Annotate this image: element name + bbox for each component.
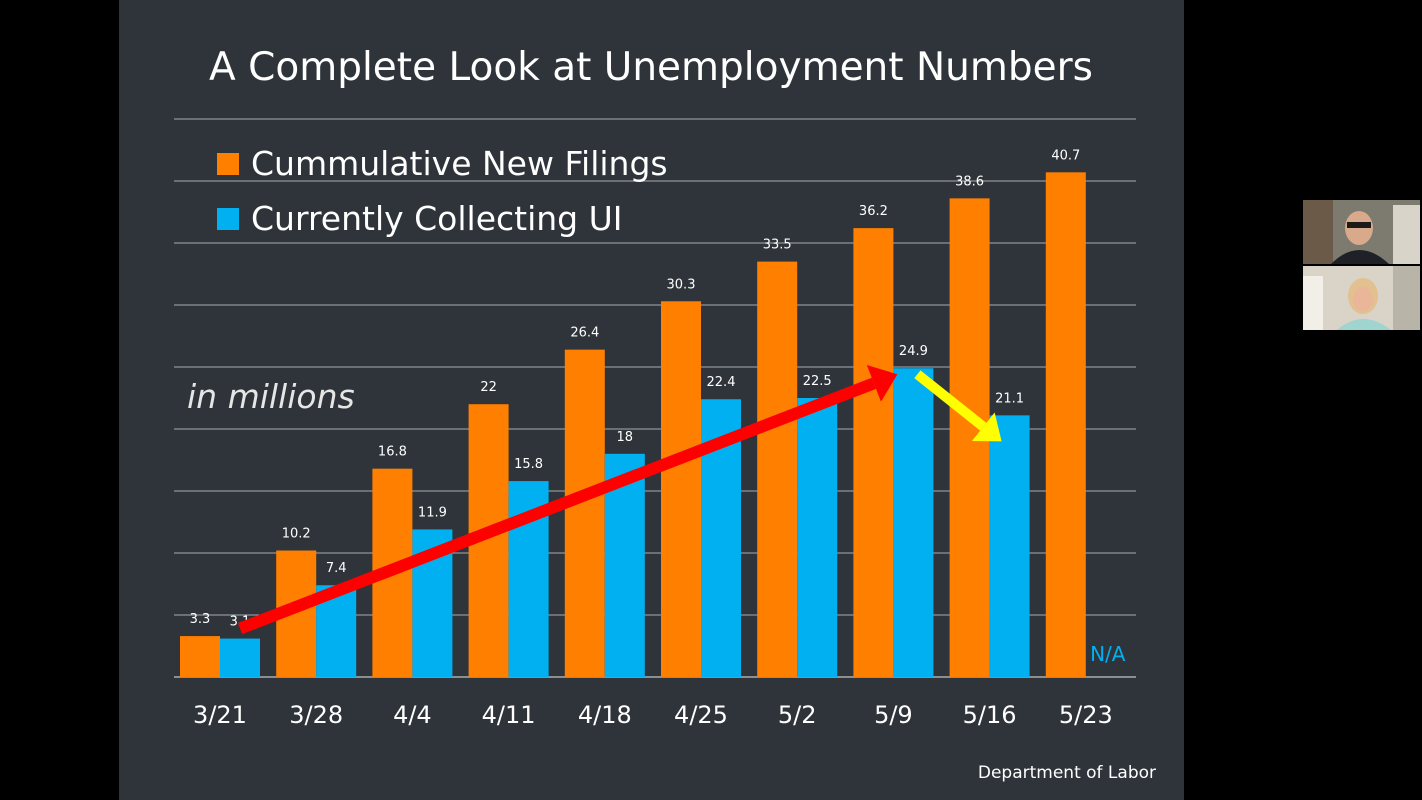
- data-label-collecting-4-4: 11.9: [418, 505, 447, 520]
- x-tick-label: 4/18: [578, 701, 632, 729]
- bar-collecting-3-21: [220, 638, 260, 677]
- data-label-collecting-4-25: 22.4: [707, 375, 736, 390]
- chart-title: A Complete Look at Unemployment Numbers: [209, 45, 1093, 90]
- data-label-filings-3-21: 3.3: [190, 612, 211, 627]
- data-label-filings-4-4: 16.8: [378, 445, 407, 460]
- x-tick-layer: 3/21 3/28 4/4 4/11 4/18 4/25 5/2 5/9 5/16 5/23: [193, 701, 1113, 729]
- data-label-collecting-5-9: 24.9: [899, 344, 928, 359]
- red-trend-arrow-shaft: [237, 377, 877, 635]
- x-tick-label: 5/23: [1059, 701, 1113, 729]
- data-label-collecting-5-2: 22.5: [803, 374, 832, 389]
- source-label: Department of Labor: [978, 763, 1156, 783]
- x-tick-label: 4/25: [674, 701, 728, 729]
- bar-collecting-5-9: [893, 368, 934, 677]
- bar-filings-5-9: [853, 228, 894, 677]
- data-label-filings-5-9: 36.2: [859, 204, 888, 219]
- bar-filings-4-25: [661, 301, 701, 677]
- bar-layer: [180, 172, 1086, 678]
- data-label-collecting-5-16: 21.1: [995, 391, 1024, 406]
- presentation-slide: 3.3 3.1 10.2 7.4 16.8 11.9 22 15.8 26.4 18 30.3 22.…: [119, 0, 1184, 800]
- data-label-filings-5-16: 38.6: [955, 174, 984, 189]
- data-label-filings-3-28: 10.2: [282, 527, 311, 542]
- legend-swatch-filings: [217, 153, 239, 175]
- annotation-arrow-layer: [237, 365, 1002, 635]
- yellow-trend-arrow-shaft: [914, 370, 987, 431]
- bar-collecting-5-16: [989, 415, 1030, 677]
- participant-video-2: [1303, 266, 1420, 330]
- bar-filings-3-21: [180, 636, 220, 677]
- legend-swatch-collecting: [217, 208, 239, 230]
- x-tick-label: 5/16: [963, 701, 1017, 729]
- bar-collecting-5-2: [797, 398, 838, 677]
- x-tick-label: 4/4: [393, 701, 432, 729]
- data-label-filings-5-23: 40.7: [1051, 148, 1080, 163]
- x-tick-label: 3/21: [193, 701, 247, 729]
- data-label-collecting-na: N/A: [1090, 642, 1126, 666]
- units-label: in millions: [187, 377, 355, 416]
- participant-video-1: [1303, 200, 1420, 264]
- data-label-filings-5-2: 33.5: [763, 238, 792, 253]
- x-tick-label: 3/28: [289, 701, 343, 729]
- bar-filings-4-18: [564, 349, 605, 677]
- data-label-filings-4-25: 30.3: [667, 277, 696, 292]
- red-trend-arrow-head: [866, 365, 898, 402]
- legend-label-filings: Cummulative New Filings: [251, 144, 668, 183]
- data-label-filings-4-18: 26.4: [570, 326, 599, 341]
- x-tick-label: 4/11: [482, 701, 536, 729]
- data-label-collecting-4-11: 15.8: [514, 457, 543, 472]
- data-label-collecting-4-18: 18: [617, 430, 634, 445]
- participant-video-tile-2[interactable]: [1303, 266, 1420, 330]
- unemployment-chart: 3.3 3.110.27.416.811.92215.826.41830.322.…: [174, 45, 1156, 783]
- data-label-filings-4-11: 22: [480, 380, 497, 395]
- bar-filings-5-2: [757, 261, 798, 677]
- legend-label-collecting: Currently Collecting UI: [251, 199, 623, 238]
- x-tick-label: 5/9: [874, 701, 913, 729]
- x-tick-label: 5/2: [778, 701, 817, 729]
- bar-filings-5-23: [1045, 172, 1086, 677]
- data-label-collecting-3-28: 7.4: [326, 561, 347, 576]
- participant-video-tile-1[interactable]: [1303, 200, 1420, 264]
- yellow-trend-arrow-head: [971, 412, 1002, 442]
